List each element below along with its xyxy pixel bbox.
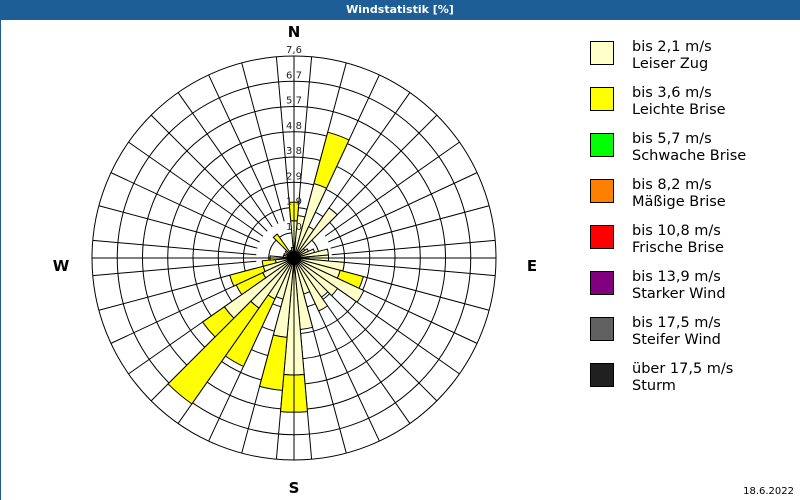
legend-label: bis 8,2 m/s Mäßige Brise xyxy=(632,177,726,210)
wind-sector xyxy=(201,306,235,338)
grid-spoke xyxy=(331,239,496,256)
grid-spoke xyxy=(208,74,279,224)
legend-label: bis 3,6 m/s Leichte Brise xyxy=(632,85,726,118)
grid-spoke xyxy=(315,288,411,424)
legend-swatch xyxy=(590,41,614,65)
compass-w-label: W xyxy=(53,257,70,275)
wind-sector xyxy=(229,265,266,287)
grid-spoke xyxy=(177,92,273,228)
legend-label: bis 2,1 m/s Leiser Zug xyxy=(632,39,712,72)
grid-spoke xyxy=(328,172,478,243)
legend-swatch xyxy=(590,87,614,111)
grid-spoke xyxy=(241,62,285,222)
grid-spoke xyxy=(309,292,380,442)
compass-e-label: E xyxy=(527,257,537,275)
grid-spoke xyxy=(110,172,260,243)
legend-swatch xyxy=(590,179,614,203)
ring-label: 6,7 xyxy=(286,70,302,81)
legend-swatch xyxy=(590,363,614,387)
legend-swatch xyxy=(590,133,614,157)
ring-label: 2,9 xyxy=(286,171,302,182)
chart-panel: 1,0 1,9 2,9 3,8 4,8 5,7 6,7 7,6 N E S W bis 2,1 m/s… xyxy=(1,20,800,500)
window-title: Windstatistik [%] xyxy=(0,0,800,20)
grid-spoke xyxy=(324,141,460,237)
legend-swatch xyxy=(590,225,614,249)
wind-sector xyxy=(293,207,338,259)
grid-spoke xyxy=(320,284,438,402)
grid-spoke xyxy=(98,205,258,249)
legend-swatch xyxy=(590,317,614,341)
grid-spoke xyxy=(92,260,257,277)
legend-label: bis 5,7 m/s Schwache Brise xyxy=(632,131,747,164)
grid-spoke xyxy=(275,56,292,221)
legend-label: bis 13,9 m/s Starker Wind xyxy=(632,269,726,302)
date-label: 18.6.2022 xyxy=(743,486,794,497)
compass-n-label: N xyxy=(288,23,301,41)
wind-sector xyxy=(167,300,260,405)
legend-label: über 17,5 m/s Sturm xyxy=(632,361,734,394)
wind-sector xyxy=(293,257,339,297)
grid-spoke xyxy=(92,239,257,256)
wind-sector xyxy=(293,257,365,303)
ring-label: 1,0 xyxy=(286,222,302,233)
ring-label: 7,6 xyxy=(286,45,302,56)
wind-sector xyxy=(293,257,329,312)
legend-swatch xyxy=(590,271,614,295)
grid-spoke xyxy=(330,205,490,249)
center-dot xyxy=(287,251,301,265)
legend-label: bis 10,8 m/s Frische Brise xyxy=(632,223,724,256)
wind-sector xyxy=(261,259,277,267)
ring-label: 5,7 xyxy=(286,96,302,107)
legend-label: bis 17,5 m/s Steifer Wind xyxy=(632,315,721,348)
grid-spoke xyxy=(315,92,411,228)
ring-label: 4,8 xyxy=(286,121,302,132)
grid-spoke xyxy=(128,141,264,237)
compass-s-label: S xyxy=(289,479,300,497)
wind-rose-chart: 1,0 1,9 2,9 3,8 4,8 5,7 6,7 7,6 N E S W xyxy=(53,23,537,497)
grid-spoke xyxy=(296,56,313,221)
grid-spoke xyxy=(150,114,268,232)
wind-sector xyxy=(313,131,350,189)
wind-sector xyxy=(258,334,288,391)
wind-sector xyxy=(272,233,292,255)
grid-spoke xyxy=(331,260,496,277)
ring-label: 1,9 xyxy=(286,197,302,208)
grid-spoke xyxy=(320,114,438,232)
ring-label: 3,8 xyxy=(286,146,302,157)
